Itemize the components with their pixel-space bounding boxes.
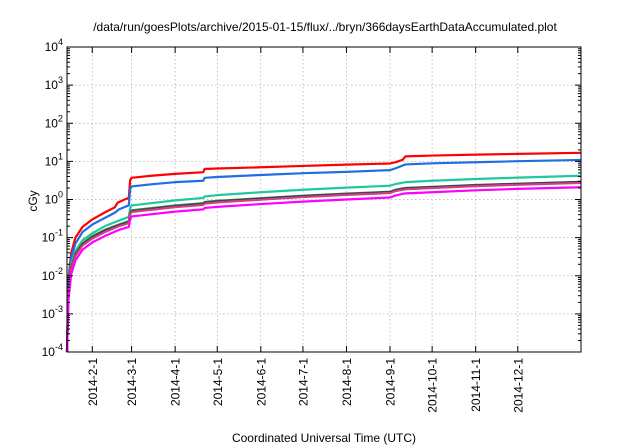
x-tick-label: 2014-11-1: [469, 358, 483, 412]
series-line-7: [65, 186, 582, 353]
series-line-4: [65, 180, 582, 353]
y-tick-label: 10-3: [42, 304, 63, 321]
y-tick-label: 104: [45, 37, 63, 54]
series-line-1: [65, 151, 582, 353]
chart-title: /data/run/goesPlots/archive/2015-01-15/f…: [93, 20, 557, 34]
x-tick-label: 2014-8-1: [340, 358, 354, 406]
series-line-5: [65, 181, 582, 353]
y-axis-label: cGy: [26, 190, 40, 211]
x-tick-label: 2014-9-1: [384, 358, 398, 406]
series-line-2: [65, 158, 582, 353]
y-tick-label: 100: [45, 190, 63, 207]
series-line-3: [65, 174, 582, 353]
x-tick-label: 2014-2-1: [86, 358, 100, 406]
y-tick-label: 10-2: [42, 266, 63, 283]
x-tick-label: 2014-5-1: [211, 358, 225, 406]
y-tick-label: 10-1: [42, 228, 63, 245]
x-tick-label: 2014-4-1: [169, 358, 183, 406]
y-tick-label: 10-4: [42, 342, 63, 359]
x-tick-label: 2014-12-1: [511, 358, 525, 413]
data-series-group: [65, 151, 582, 353]
x-tick-label: 2014-6-1: [254, 358, 268, 406]
series-line-6: [65, 181, 582, 353]
x-tick-label: 2014-10-1: [426, 358, 440, 413]
y-axis-ticks: 10-4 10-3 10-2 10-1 100 101 102 103 104: [42, 37, 581, 359]
y-tick-label: 103: [45, 75, 63, 92]
x-tick-label: 2014-7-1: [296, 358, 310, 406]
x-axis-ticks: 2014-2-1 2014-3-1 2014-4-1 2014-5-1 2014-6-1…: [86, 47, 525, 413]
y-tick-label: 101: [45, 151, 63, 168]
x-axis-label: Coordinated Universal Time (UTC): [232, 431, 416, 445]
x-tick-label: 2014-3-1: [125, 358, 139, 406]
y-tick-label: 102: [45, 113, 63, 130]
